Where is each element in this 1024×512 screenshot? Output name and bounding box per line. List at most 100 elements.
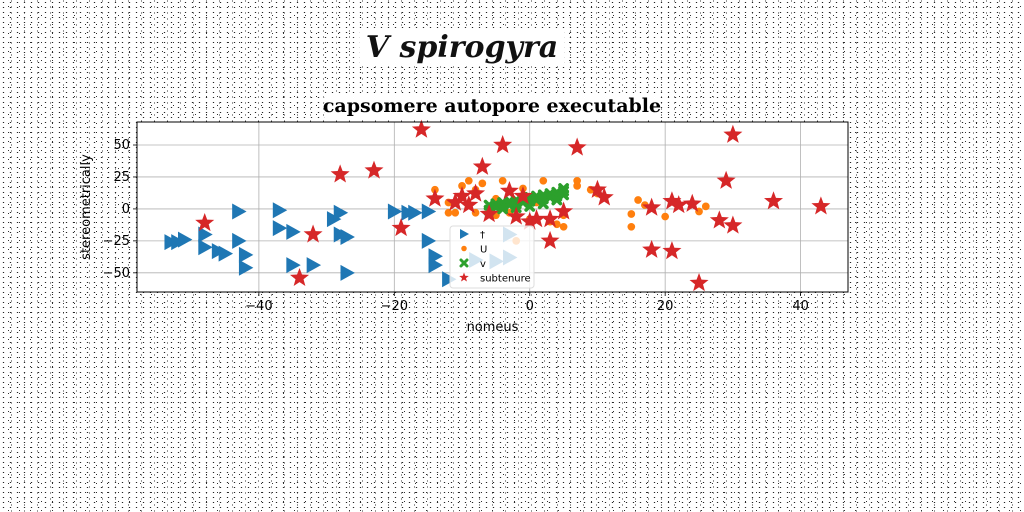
data-point [559, 222, 568, 231]
data-point [387, 203, 403, 220]
data-point [286, 223, 301, 240]
data-point [587, 179, 607, 198]
title-backdrop [325, 95, 660, 119]
data-point [198, 226, 213, 243]
data-point [539, 176, 548, 185]
data-point [391, 218, 411, 237]
data-point [558, 183, 569, 194]
data-point [272, 202, 288, 219]
data-point [567, 137, 587, 156]
legend-label: † [480, 230, 485, 241]
data-point [444, 208, 453, 217]
data-point [290, 267, 310, 287]
data-point [442, 271, 457, 288]
x-axis-label: nomeus [467, 320, 519, 335]
data-point [286, 257, 301, 274]
y-tick-label: 0 [122, 202, 130, 217]
data-point [498, 176, 507, 185]
x-tick-label: 20 [657, 299, 674, 314]
data-point [451, 208, 460, 217]
legend-label: v [480, 259, 486, 270]
data-point [452, 186, 472, 205]
data-point [218, 245, 234, 262]
data-point [466, 183, 486, 202]
data-point [340, 229, 355, 246]
data-point [669, 195, 689, 214]
data-point [303, 224, 323, 243]
data-point [662, 191, 682, 210]
data-point [701, 202, 710, 211]
data-point [195, 212, 215, 232]
data-point [506, 206, 526, 225]
data-point [634, 196, 642, 204]
data-point [554, 201, 574, 220]
data-point [661, 212, 670, 221]
data-point [306, 257, 322, 274]
data-point [551, 194, 563, 206]
data-point [428, 257, 443, 274]
data-point [425, 188, 445, 207]
data-point [178, 231, 193, 248]
data-point [198, 239, 213, 256]
data-point [540, 230, 560, 249]
x-tick-label: −40 [245, 299, 272, 314]
data-point [709, 210, 729, 229]
legend: † Uv subtenure [449, 225, 535, 289]
data-point [723, 124, 743, 143]
data-point [330, 164, 350, 183]
data-point [479, 204, 499, 223]
data-point [238, 259, 254, 276]
data-point [682, 193, 702, 212]
legend-box [449, 225, 535, 289]
x-tick-label: 0 [526, 299, 534, 314]
data-point [497, 203, 509, 215]
data-point [764, 191, 784, 210]
legend-marker [461, 245, 467, 252]
data-point [573, 182, 581, 190]
data-point [232, 203, 247, 220]
legend-marker [460, 229, 469, 239]
data-point [364, 160, 384, 179]
data-point [689, 273, 709, 292]
data-point [445, 192, 465, 211]
data-point [464, 176, 473, 185]
y-tick-label: 25 [113, 170, 130, 185]
legend-label: subtenure [480, 274, 531, 285]
data-point [527, 209, 547, 228]
y-tick-label: 50 [113, 138, 130, 153]
plot-axes: −40 −20 0 20 40 −50 −25 0 25 50 nomeus stereometric… [79, 119, 849, 335]
data-point [716, 170, 736, 189]
data-point [627, 210, 636, 218]
data-point [594, 187, 614, 206]
data-point [811, 196, 831, 215]
data-point [421, 203, 437, 220]
data-point [499, 181, 519, 200]
legend-marker [459, 272, 469, 282]
x-tick-label: 40 [792, 299, 809, 314]
data-point [272, 220, 288, 237]
data-point [333, 204, 349, 221]
data-point [627, 222, 636, 231]
data-point [642, 239, 662, 258]
data-point [642, 197, 662, 216]
chart-title: capsomere autopore executable [323, 95, 661, 117]
data-point [408, 204, 423, 221]
data-point [238, 246, 254, 263]
plot-frame [136, 121, 849, 293]
data-point [421, 232, 437, 249]
banner-title: V spirogyra [0, 30, 974, 65]
data-point [493, 135, 513, 154]
data-point [472, 156, 492, 175]
data-point [662, 241, 682, 260]
data-point [513, 186, 533, 205]
data-point [520, 211, 540, 230]
data-point [458, 182, 466, 190]
y-tick-label: −50 [103, 266, 130, 281]
data-point [459, 195, 479, 214]
data-point [232, 232, 247, 249]
data-point [340, 264, 355, 281]
data-point [540, 209, 560, 228]
legend-marker [459, 258, 469, 268]
data-point [537, 198, 549, 210]
